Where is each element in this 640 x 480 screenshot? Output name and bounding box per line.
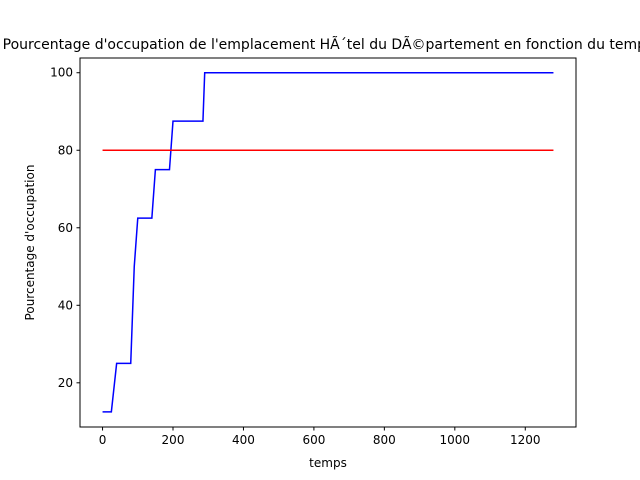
y-axis: 20 40 60 80 100	[50, 66, 80, 390]
y-tick-label: 60	[58, 221, 73, 235]
y-tick-label: 80	[58, 143, 73, 157]
chart-title: Pourcentage d'occupation de l'emplacemen…	[3, 36, 640, 53]
x-tick-label: 1000	[440, 433, 471, 447]
plot-frame	[79, 57, 577, 428]
x-tick-label: 200	[162, 433, 185, 447]
y-tick-label: 20	[58, 376, 73, 390]
x-tick-label: 600	[302, 433, 325, 447]
plot-area	[102, 71, 554, 413]
y-tick-label: 40	[58, 298, 73, 312]
x-tick-label: 400	[232, 433, 255, 447]
x-tick-label: 800	[373, 433, 396, 447]
x-tick-label: 0	[99, 433, 107, 447]
x-axis: 0 200 400 600 800 1000 1200	[99, 427, 541, 447]
x-axis-label: temps	[309, 456, 347, 470]
x-tick-label: 1200	[510, 433, 541, 447]
y-tick-label: 100	[50, 66, 73, 80]
series-line-1	[102, 71, 554, 413]
y-axis-label: Pourcentage d'occupation	[23, 165, 37, 321]
